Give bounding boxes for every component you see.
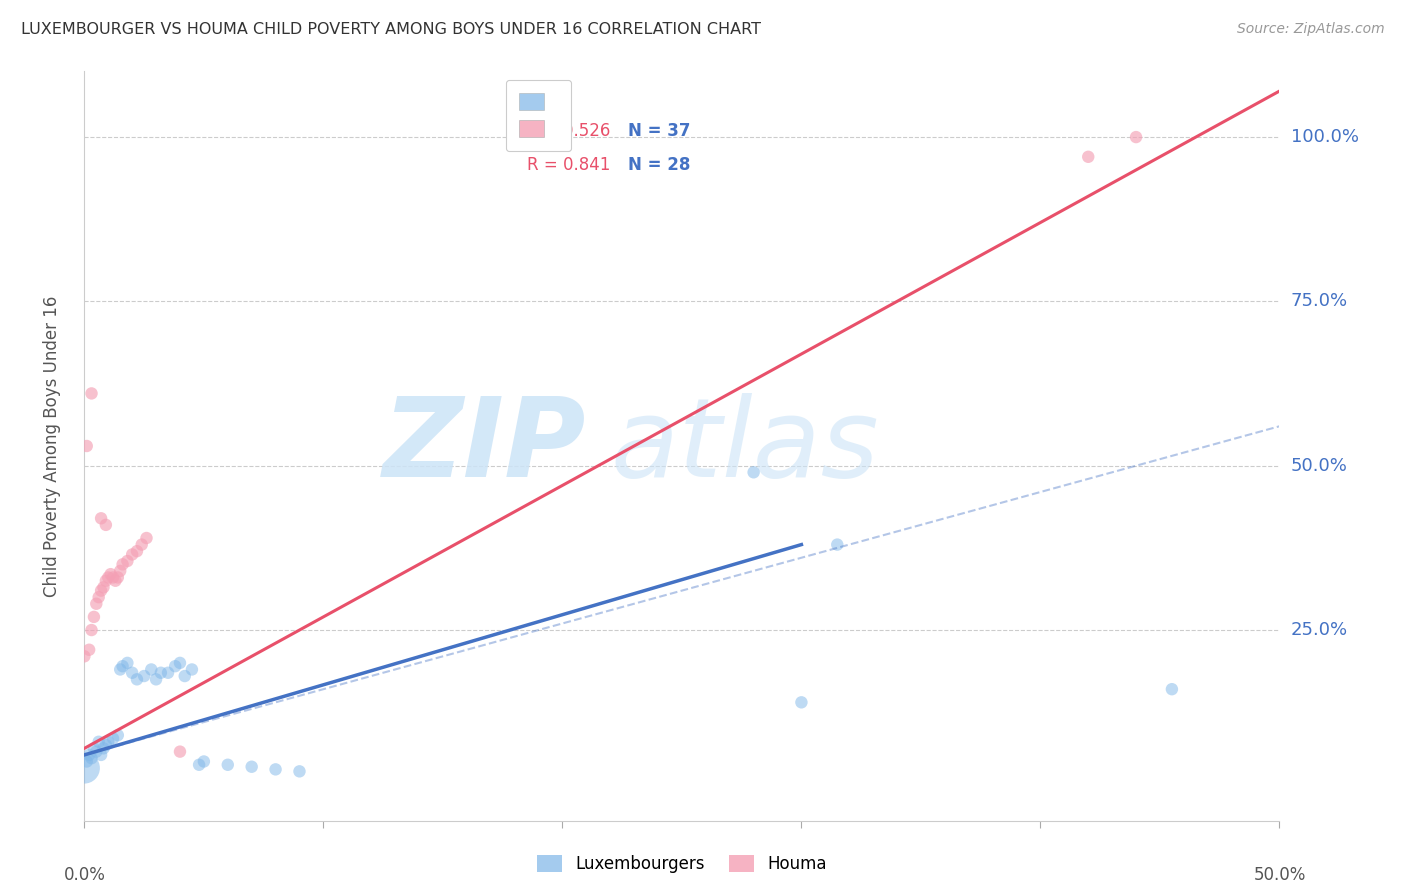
Point (94, 574, 117, 588)
Point (240, 760, 263, 774)
Point (73, 761, 96, 775)
Point (111, 558, 134, 572)
Text: N = 28: N = 28 (628, 156, 690, 174)
Point (86, 745, 108, 759)
Point (83, 610, 105, 624)
Text: R = 0.526: R = 0.526 (527, 122, 610, 140)
Y-axis label: Child Poverty Among Boys Under 16: Child Poverty Among Boys Under 16 (44, 295, 62, 597)
Point (193, 755, 215, 769)
Point (73, 649, 96, 664)
Point (93, 580, 115, 594)
Point (100, 567, 122, 582)
Text: N = 37: N = 37 (628, 122, 690, 140)
Point (86, 597, 108, 611)
Point (87, 735, 110, 749)
Point (1161, 682, 1184, 697)
Point (94, 517, 117, 532)
Point (121, 665, 143, 680)
Point (107, 728, 129, 742)
Point (157, 665, 180, 680)
Point (83, 741, 105, 756)
Point (169, 745, 191, 759)
Point (125, 544, 148, 558)
Point (790, 695, 813, 709)
Point (132, 669, 156, 683)
Point (149, 665, 172, 680)
Text: 0.0%: 0.0% (63, 865, 105, 884)
Point (76, 755, 98, 769)
Point (131, 538, 153, 552)
Point (288, 764, 311, 779)
Point (101, 731, 124, 746)
Point (121, 548, 143, 562)
Point (145, 673, 167, 687)
Point (77, 747, 100, 762)
Point (165, 659, 187, 673)
Point (93, 741, 115, 756)
Point (181, 663, 204, 677)
Point (80, 386, 103, 401)
Point (111, 659, 134, 673)
Point (125, 673, 148, 687)
Point (110, 663, 132, 677)
Text: R = 0.841: R = 0.841 (527, 156, 610, 174)
Legend: Luxembourgers, Houma: Luxembourgers, Houma (530, 848, 834, 880)
Text: 25.0%: 25.0% (1291, 621, 1348, 639)
Point (742, 465, 765, 479)
Point (827, 538, 849, 552)
Point (77, 642, 100, 657)
Point (264, 763, 287, 777)
Point (169, 656, 191, 670)
Point (101, 570, 124, 584)
Point (188, 757, 211, 772)
Point (80, 623, 103, 637)
Point (76, 439, 98, 453)
Point (90, 747, 112, 762)
Point (1125, 130, 1147, 145)
Text: atlas: atlas (610, 392, 879, 500)
Point (117, 554, 139, 568)
Text: Source: ZipAtlas.com: Source: ZipAtlas.com (1237, 22, 1385, 37)
Point (217, 757, 239, 772)
Point (80, 751, 103, 765)
Text: 100.0%: 100.0% (1291, 128, 1358, 146)
Text: ZIP: ZIP (382, 392, 586, 500)
Text: 50.0%: 50.0% (1253, 865, 1306, 884)
Text: 75.0%: 75.0% (1291, 293, 1348, 310)
Point (110, 564, 132, 578)
Point (87, 590, 110, 604)
Point (141, 663, 163, 677)
Point (94, 738, 117, 752)
Text: 50.0%: 50.0% (1291, 457, 1347, 475)
Point (117, 656, 139, 670)
Point (107, 570, 129, 584)
Point (97, 570, 120, 584)
Text: LUXEMBOURGER VS HOUMA CHILD POVERTY AMONG BOYS UNDER 16 CORRELATION CHART: LUXEMBOURGER VS HOUMA CHILD POVERTY AMON… (21, 22, 761, 37)
Point (97, 735, 120, 749)
Point (173, 669, 195, 683)
Point (104, 574, 127, 588)
Point (1077, 150, 1099, 164)
Point (90, 511, 112, 525)
Point (135, 531, 157, 545)
Point (90, 583, 112, 598)
